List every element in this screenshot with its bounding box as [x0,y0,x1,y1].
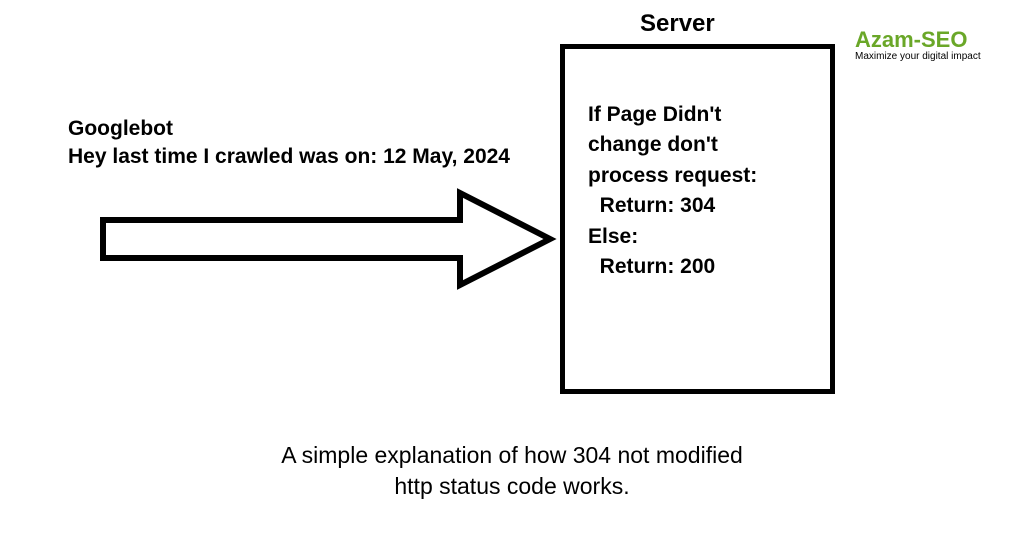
brand-logo: Azam-SEO Maximize your digital impact [855,27,981,62]
brand-logo-tagline: Maximize your digital impact [855,51,981,62]
caption-line1: A simple explanation of how 304 not modi… [162,440,862,471]
server-body-text: If Page Didn't change don't process requ… [588,100,757,283]
brand-logo-main: Azam-SEO [855,27,981,53]
client-line2: Hey last time I crawled was on: 12 May, … [68,143,510,171]
server-box: If Page Didn't change don't process requ… [560,44,835,394]
client-line1: Googlebot [68,115,510,143]
diagram-caption: A simple explanation of how 304 not modi… [162,440,862,502]
caption-line2: http status code works. [162,471,862,502]
server-label: Server [640,10,715,38]
request-arrow-icon [95,185,560,295]
diagram-canvas: Azam-SEO Maximize your digital impact Se… [0,0,1024,538]
client-text: Googlebot Hey last time I crawled was on… [68,115,510,172]
